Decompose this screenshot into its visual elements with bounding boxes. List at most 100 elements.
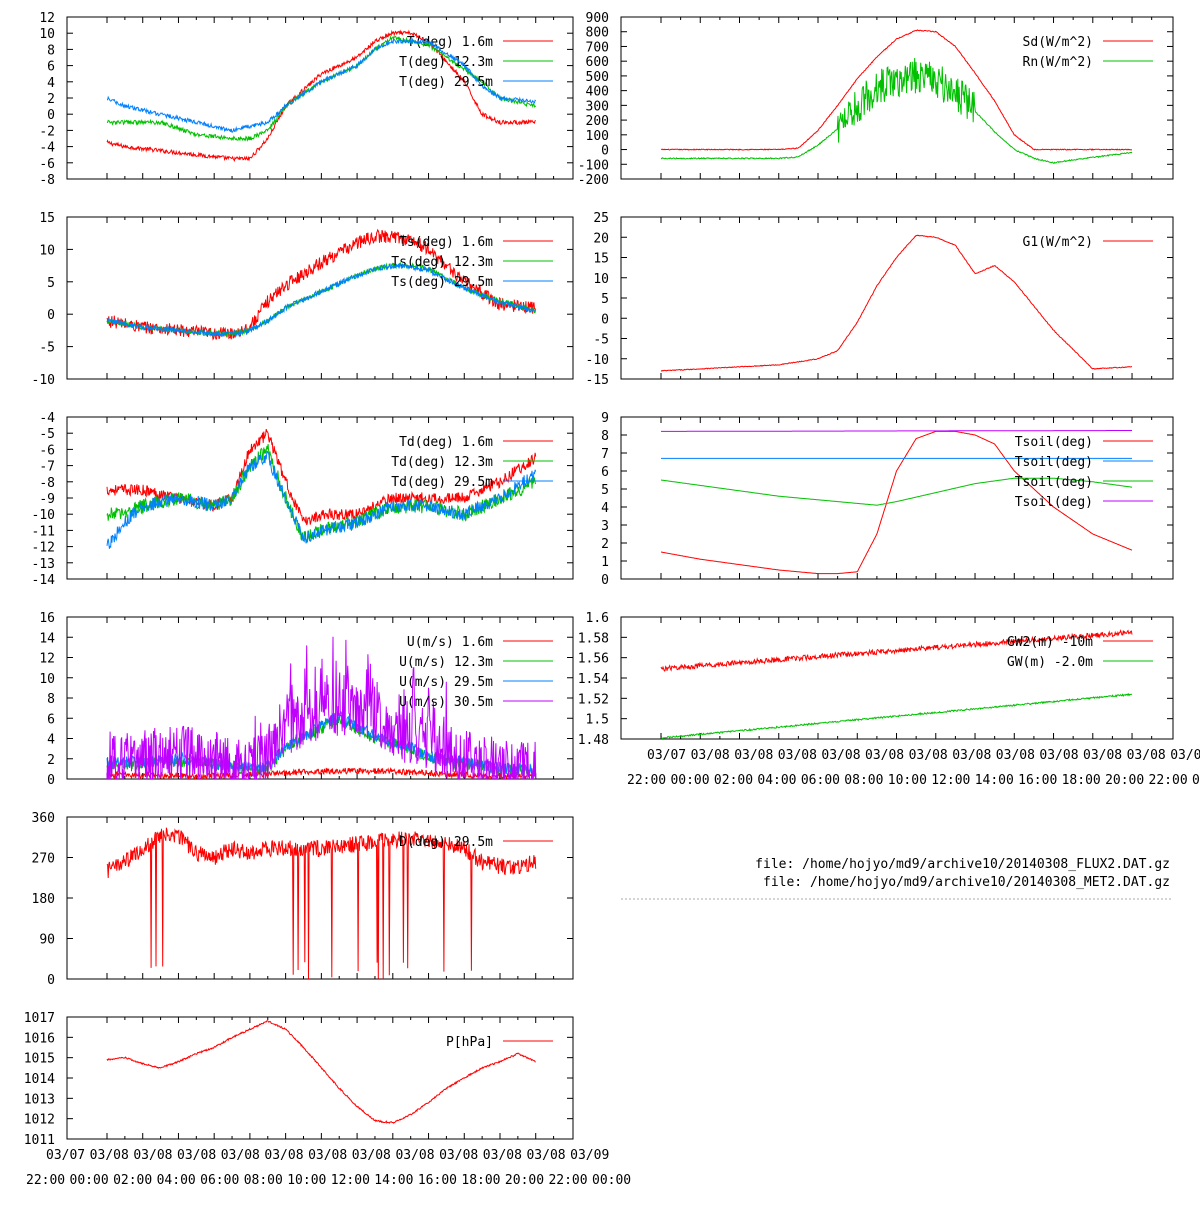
x-tick-label-date: 03/08 <box>221 1148 260 1163</box>
y-tick-label: 9 <box>601 411 609 426</box>
file-label-met: file: /home/hojyo/md9/archive10/20140308… <box>763 875 1170 890</box>
legend-label: Ts(deg) 12.3m <box>391 255 493 270</box>
x-tick-label-date: 03/08 <box>734 748 773 763</box>
series-line-ts-2 <box>106 262 537 338</box>
series-line-tsoil-3 <box>661 430 1132 432</box>
plot-frame <box>66 1016 574 1140</box>
y-tick-label: 1.58 <box>578 631 609 646</box>
x-tick-label-time: 22:00 <box>627 773 666 788</box>
x-tick-label-time: 10:00 <box>888 773 927 788</box>
y-tick-label: 1017 <box>24 1011 55 1026</box>
x-tick-label-date: 03/07 <box>46 1148 85 1163</box>
series-line-tsoil-0 <box>660 430 1133 575</box>
chart-pres: 1017 1016 1015 1014 1013 1012 1011 P[hPa] <box>24 1011 574 1148</box>
x-tick-label-time: 22:00 <box>548 1173 587 1188</box>
y-tick-label: -8 <box>39 173 55 188</box>
x-tick-label-date: 03/08 <box>395 1148 434 1163</box>
y-tick-label: -200 <box>578 173 609 188</box>
legend-label: U(m/s) 30.5m <box>399 695 493 710</box>
legend-label: U(m/s) 1.6m <box>407 635 493 650</box>
chart-tsoil: 9 8 7 6 5 4 3 2 1 0 Tsoil(deg) Tsoil(deg) Tsoil(deg)… <box>601 411 1174 588</box>
legend-label: GW2(m) -10m <box>1007 635 1093 650</box>
y-tick-label: 400 <box>586 85 609 100</box>
x-tick-label-time: 02:00 <box>113 1173 152 1188</box>
x-tick-label-date: 03/07 <box>647 748 686 763</box>
y-tick-label: 0 <box>601 573 609 588</box>
x-tick-label-date: 03/08 <box>177 1148 216 1163</box>
x-tick-label-time: 08:00 <box>244 1173 283 1188</box>
y-tick-label: 0 <box>601 144 609 159</box>
y-tick-label: 1.52 <box>578 692 609 707</box>
legend-label: G1(W/m^2) <box>1023 235 1093 250</box>
y-tick-label: -4 <box>39 411 55 426</box>
legend-label: Tsoil(deg) <box>1015 495 1093 510</box>
x-tick-label-time: 14:00 <box>975 773 1014 788</box>
series-line-gw-1 <box>660 692 1133 739</box>
y-tick-label: 90 <box>39 933 55 948</box>
chart-g1: 25 20 15 10 5 0 -5 -10 -15 G1(W/m^2) <box>586 211 1174 388</box>
series-line-pres-0 <box>106 1020 536 1124</box>
legend-label: Sd(W/m^2) <box>1023 35 1093 50</box>
x-tick-label-date: 03/09 <box>1170 748 1200 763</box>
x-tick-label-time: 20:00 <box>1105 773 1144 788</box>
y-tick-label: 1.56 <box>578 652 609 667</box>
y-tick-label: 8 <box>47 43 55 58</box>
x-tick-label-time: 00:00 <box>670 773 709 788</box>
x-tick-label-date: 03/08 <box>439 1148 478 1163</box>
y-tick-label: -6 <box>39 157 55 172</box>
y-tick-label: 15 <box>39 211 55 226</box>
y-tick-label: 6 <box>47 60 55 75</box>
y-tick-label: -11 <box>32 524 55 539</box>
y-tick-label: -14 <box>32 573 56 588</box>
x-tick-label-date: 03/08 <box>133 1148 172 1163</box>
y-tick-label: 4 <box>47 76 55 91</box>
y-tick-label: 8 <box>47 692 55 707</box>
x-tick-label-date: 03/08 <box>1039 748 1078 763</box>
y-tick-label: 10 <box>39 243 55 258</box>
y-tick-label: 1.48 <box>578 733 609 748</box>
y-tick-label: 5 <box>601 292 609 307</box>
legend-label: Tsoil(deg) <box>1015 475 1093 490</box>
x-tick-label-time: 08:00 <box>844 773 883 788</box>
y-tick-label: 700 <box>586 40 609 55</box>
x-tick-label-date: 03/08 <box>526 1148 565 1163</box>
y-tick-label: -10 <box>586 353 609 368</box>
chart-wind: 16 14 12 10 8 6 4 2 0 U(m/s) 1.6m U(m/s) 12.3m U(m/… <box>39 611 574 788</box>
y-tick-label: -100 <box>578 158 609 173</box>
y-tick-label: -15 <box>586 373 609 388</box>
y-tick-label: 500 <box>586 70 609 85</box>
y-tick-label: 10 <box>593 272 609 287</box>
series-line-temp-0 <box>106 29 536 162</box>
x-tick-label-time: 18:00 <box>461 1173 500 1188</box>
y-tick-label: -2 <box>39 124 55 139</box>
x-tick-label-time: 12:00 <box>331 1173 370 1188</box>
x-tick-label-date: 03/08 <box>1127 748 1166 763</box>
x-tick-label-time: 00:00 <box>1192 773 1200 788</box>
x-tick-label-date: 03/08 <box>952 748 991 763</box>
y-tick-label: 5 <box>601 483 609 498</box>
y-tick-label: 4 <box>47 733 55 748</box>
legend-label: T(deg) 29.5m <box>399 75 493 90</box>
x-tick-label-date: 03/08 <box>352 1148 391 1163</box>
series-line-gw-0 <box>660 629 1133 672</box>
x-axis-labels-right: 03/07 03/08 03/08 03/08 03/08 03/08 03/08 03/08… <box>627 748 1200 788</box>
chart-td: -4-5-6 -7-8-9-10-11 -12-13-14 Td(deg) 1.6m T… <box>32 411 574 588</box>
legend-label: Td(deg) 12.3m <box>391 455 493 470</box>
x-tick-label-time: 10:00 <box>287 1173 326 1188</box>
y-tick-label: 25 <box>593 211 609 226</box>
legend-label: Ts(deg) 29.5m <box>391 275 493 290</box>
x-tick-label-time: 04:00 <box>157 1173 196 1188</box>
y-tick-label: 0 <box>47 108 55 123</box>
y-tick-label: 0 <box>47 973 55 988</box>
x-tick-label-time: 12:00 <box>931 773 970 788</box>
legend-label: Ts(deg) 1.6m <box>399 235 493 250</box>
y-tick-label: 16 <box>39 611 55 626</box>
file-label-flux: file: /home/hojyo/md9/archive10/20140308… <box>755 857 1170 872</box>
legend-label: U(m/s) 12.3m <box>399 655 493 670</box>
x-tick-label-date: 03/08 <box>1083 748 1122 763</box>
y-tick-label: -5 <box>39 427 55 442</box>
x-tick-label-time: 06:00 <box>200 1173 239 1188</box>
y-tick-label: 1013 <box>24 1092 55 1107</box>
legend-label: GW(m) -2.0m <box>1007 655 1093 670</box>
